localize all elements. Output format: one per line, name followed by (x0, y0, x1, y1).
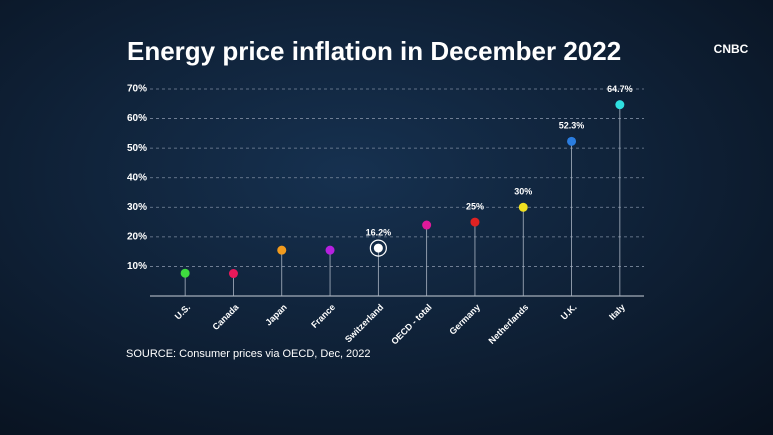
value-label: 30% (514, 187, 532, 197)
dot (470, 217, 480, 227)
chart-title: Energy price inflation in December 2022 (127, 36, 621, 66)
y-tick-label: 10% (127, 261, 147, 272)
dot (518, 202, 528, 212)
dot (277, 245, 287, 255)
value-label: 64.7% (607, 84, 633, 94)
dot (422, 220, 432, 230)
value-label: 52.3% (559, 121, 585, 131)
value-label: 25% (466, 201, 484, 211)
y-tick-label: 50% (127, 143, 147, 154)
value-label: 16.2% (366, 227, 392, 237)
dot (373, 243, 383, 253)
y-tick-label: 20% (127, 231, 147, 242)
source: SOURCE: Consumer prices via OECD, Dec, 2… (126, 348, 371, 360)
y-tick-label: 60% (127, 113, 147, 124)
dot (567, 136, 577, 146)
y-tick-label: 30% (127, 202, 147, 213)
dot (615, 100, 625, 110)
logo: CNBC (714, 42, 749, 56)
dot (228, 269, 238, 279)
y-tick-label: 70% (127, 84, 147, 95)
highlight-ring (369, 239, 387, 257)
dot (180, 268, 190, 278)
dot (325, 245, 335, 255)
y-tick-label: 40% (127, 172, 147, 183)
